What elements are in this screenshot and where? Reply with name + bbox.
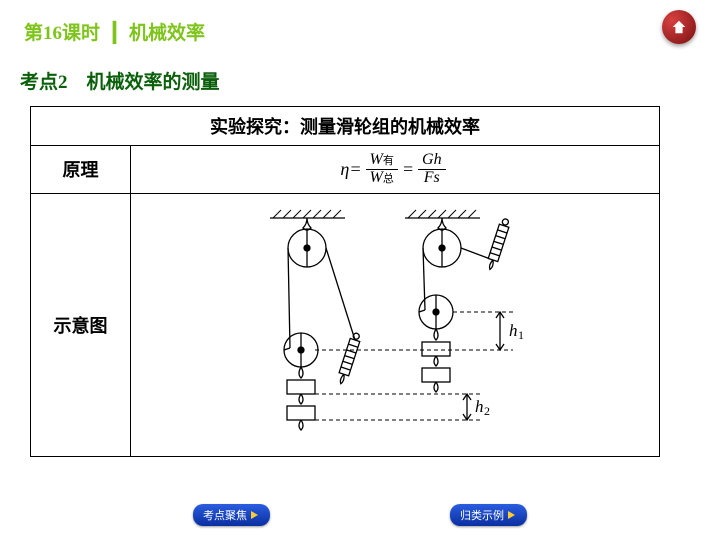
svg-text:1: 1 [518,328,524,342]
diagram-cell: h 1 h 2 [131,193,660,456]
s: s [434,169,440,186]
svg-text:2: 2 [484,404,490,418]
row-label-diagram: 示意图 [31,193,131,456]
arrow-icon [508,511,515,519]
h: h [434,151,442,168]
h2-label: h [475,397,484,416]
examples-label: 归类示例 [460,507,504,523]
F: F [424,169,434,186]
home-button[interactable] [662,10,696,44]
nav-buttons: 考点聚焦 归类示例 [0,504,720,526]
home-icon [670,18,688,36]
sub-you: 有 [383,155,394,167]
content-table: 实验探究：测量滑轮组的机械效率 原理 η = W有 W总 = Gh Fs 示意图 [30,106,660,457]
frac-work: W有 W总 [366,152,398,187]
examples-button[interactable]: 归类示例 [450,504,527,526]
table-title: 实验探究：测量滑轮组的机械效率 [31,107,660,146]
arrow-icon [251,511,258,519]
focus-label: 考点聚焦 [203,507,247,523]
eq1: = [349,159,361,180]
topic-subtitle: 考点2 机械效率的测量 [0,53,720,106]
pulley-diagram: h 1 h 2 [139,200,651,450]
h1-label: h [509,321,518,340]
W-den: W [370,169,383,186]
focus-button[interactable]: 考点聚焦 [193,504,270,526]
efficiency-formula: η = W有 W总 = Gh Fs [340,152,449,187]
formula-cell: η = W有 W总 = Gh Fs [131,146,660,194]
eq2: = [402,159,414,180]
lesson-number: 第16课时 [24,23,100,44]
W-num: W [370,151,383,168]
sub-zong: 总 [383,173,394,185]
eta: η [340,159,349,180]
lesson-title: 机械效率 [129,23,205,44]
lesson-header: 第16课时 ┃ 机械效率 [0,0,720,53]
divider: ┃ [109,23,120,44]
row-label-principle: 原理 [31,146,131,194]
G: G [422,151,434,168]
frac-ghfs: Gh Fs [418,152,446,187]
